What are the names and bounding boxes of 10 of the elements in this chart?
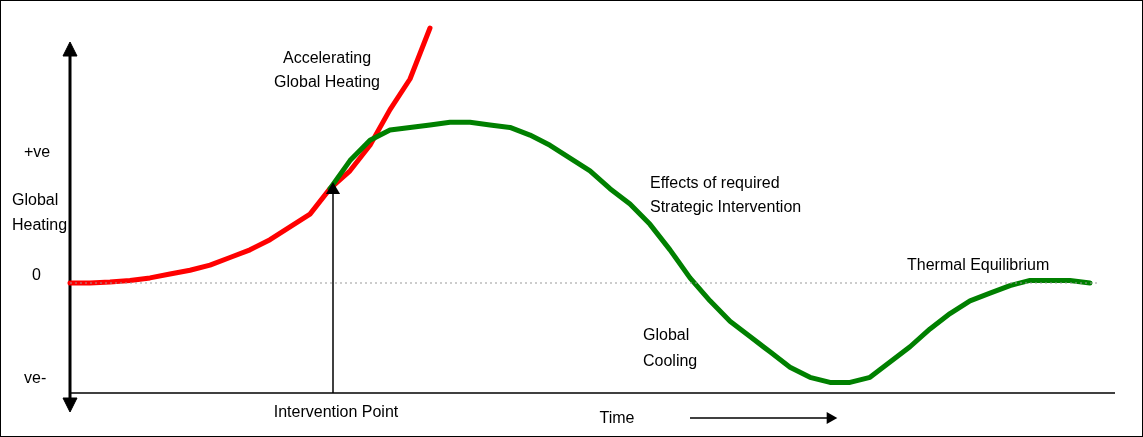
y-axis-title: Global Heating: [12, 191, 68, 233]
x-axis-title: Time: [599, 409, 635, 426]
series-label: Effects of required Strategic Intervention: [650, 174, 802, 215]
text: Intervention Point: [273, 403, 399, 420]
text: ve-: [24, 369, 47, 386]
series-label: Accelerating Global Heating: [274, 49, 380, 90]
text: +ve: [24, 143, 51, 160]
annotation: Global Cooling: [643, 326, 698, 369]
annotation: Thermal Equilibrium: [907, 256, 1050, 273]
ref-line-label: 0: [32, 266, 41, 283]
